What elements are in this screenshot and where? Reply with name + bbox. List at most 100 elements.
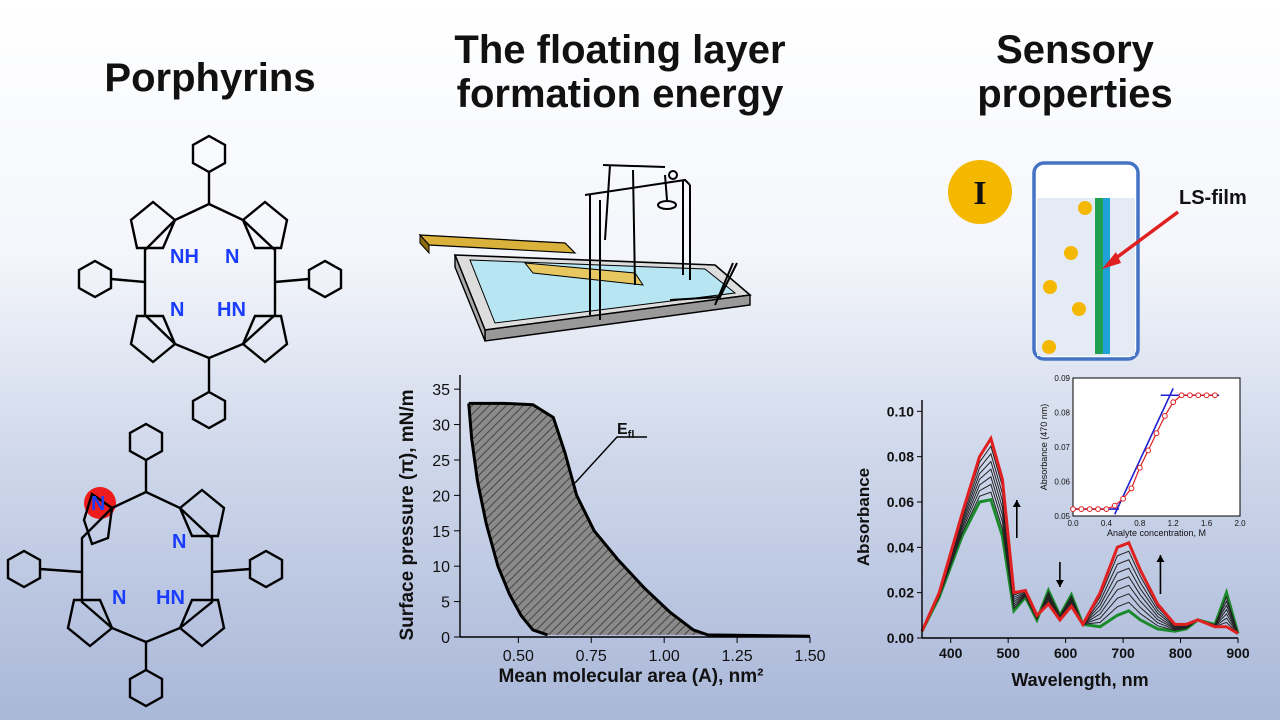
phenyl-ring-left xyxy=(77,259,113,299)
inset-data-point xyxy=(1195,392,1202,399)
isotherm-y-tick-label: 0 xyxy=(441,630,450,647)
isotherm-annotation-e: E xyxy=(617,421,628,438)
spectra-y-tick-label: 0.10 xyxy=(887,403,914,419)
inset-y-axis-label: Absorbance (470 nm) xyxy=(1039,404,1049,491)
inset-fit-slope xyxy=(1114,388,1174,515)
label-n-top-right: N xyxy=(225,246,239,268)
inset-data-point xyxy=(1095,506,1101,513)
spectrum-initial xyxy=(920,497,1240,634)
spectra-x-tick-label: 900 xyxy=(1226,645,1250,661)
inset-data-point xyxy=(1128,485,1135,492)
inset-x-tick-label: 0.8 xyxy=(1134,519,1146,528)
phenyl-ring-bottom xyxy=(191,390,227,430)
spectra-y-axis-label: Absorbance xyxy=(854,468,873,566)
inset-data-point xyxy=(1161,413,1168,419)
inset-data-point xyxy=(1187,392,1193,399)
inset-data-point xyxy=(1145,447,1152,454)
isotherm-y-axis-label: Surface pressure (π), mN/m xyxy=(397,389,418,640)
heading-porphyrins: Porphyrins xyxy=(60,56,360,100)
isotherm-y-tick-label: 10 xyxy=(432,559,450,576)
spectra-x-tick-label: 400 xyxy=(939,645,963,661)
inset-data-point xyxy=(1103,506,1110,513)
inset-data-point xyxy=(1078,506,1085,513)
inset-data-point xyxy=(1153,430,1160,437)
phenyl-ring-left xyxy=(6,549,42,589)
badge-label: I xyxy=(973,175,986,212)
analyte-particles xyxy=(1042,201,1092,354)
isotherm-x-tick-label: 0.50 xyxy=(503,648,534,665)
inset-data-point xyxy=(1111,502,1118,509)
heading-floating-line2: formation energy xyxy=(456,72,784,116)
ls-film-label: LS-film xyxy=(1179,187,1247,209)
isotherm-compression-curve xyxy=(468,401,811,638)
isotherm-x-axis-label: Mean molecular area (A), nm² xyxy=(498,666,763,687)
isotherm-y-tick-label: 30 xyxy=(432,418,450,435)
phenyl-ring-right xyxy=(248,549,284,589)
inset-y-tick-label: 0.08 xyxy=(1054,409,1070,418)
heading-floating-line1: The floating layer xyxy=(454,28,786,72)
arrow-increase-red-head xyxy=(1156,555,1165,562)
spectra-x-axis-label: Wavelength, nm xyxy=(1011,670,1148,690)
porphyrin-structure-n-confused: N N N HN xyxy=(6,422,284,708)
isotherm-y-tick-label: 20 xyxy=(432,488,450,505)
langmuir-trough-illustration xyxy=(418,164,752,342)
isotherm-x-tick-label: 0.75 xyxy=(576,648,607,665)
isotherm-y-tick-label: 25 xyxy=(432,453,450,470)
phenyl-ring-bottom xyxy=(128,668,164,708)
spectra-x-tick-label: 800 xyxy=(1169,645,1193,661)
spectrum-final xyxy=(920,434,1239,635)
inset-y-tick-label: 0.05 xyxy=(1054,512,1070,521)
inset-x-tick-label: 0.4 xyxy=(1101,519,1113,528)
inset-data-point xyxy=(1120,495,1127,502)
spectra-y-tick-label: 0.06 xyxy=(887,494,914,510)
isotherm-annotation-leader xyxy=(574,436,647,484)
isotherm-x-tick-label: 1.00 xyxy=(649,648,680,665)
label-hn: HN xyxy=(217,299,246,321)
isotherm-annotation-efl: Efl xyxy=(617,421,634,441)
heading-sensory-line1: Sensory xyxy=(996,28,1154,72)
inset-x-axis-label: Analyte concentration, M xyxy=(1107,528,1206,538)
arrow-increase-soret-head xyxy=(1012,500,1021,507)
label-hn: HN xyxy=(156,587,185,609)
spectra-y-tick-label: 0.00 xyxy=(887,630,914,646)
isotherm-annotation-sub: fl xyxy=(628,429,635,441)
spectra-chart: 0.00 0.02 0.04 0.06 0.08 0.10 400 500 600 700 800 9… xyxy=(854,374,1250,690)
spectra-y-tick-label: 0.08 xyxy=(887,449,914,465)
isotherm-y-tick-label: 35 xyxy=(432,382,450,399)
heading-sensory-line2: properties xyxy=(977,72,1173,116)
label-n-bottom-left: N xyxy=(170,299,184,321)
inset-data-point xyxy=(1178,392,1185,399)
isotherm-y-tick-label: 15 xyxy=(432,524,450,541)
isotherm-y-tick-label: 5 xyxy=(441,595,450,612)
inset-frame xyxy=(1072,377,1241,517)
heading-floating-layer: The floating layer formation energy xyxy=(400,28,840,116)
spectra-x-tick-label: 500 xyxy=(997,645,1021,661)
isotherm-chart: 0 5 10 15 20 25 30 35 0.50 0.75 1.00 1.25 1.50 Surfa… xyxy=(397,375,826,687)
label-n-top-right: N xyxy=(172,531,186,553)
spectra-y-tick-label: 0.04 xyxy=(887,539,914,555)
ls-film-pointer-arrow xyxy=(1106,210,1180,266)
ls-film-green xyxy=(1095,198,1103,354)
label-n-confused: N xyxy=(91,493,105,515)
isotherm-x-tick-label: 1.25 xyxy=(722,648,753,665)
inset-data-point xyxy=(1170,399,1177,406)
sensor-cell-diagram: I LS-film xyxy=(948,160,1247,361)
spectra-x-tick-label: 600 xyxy=(1054,645,1078,661)
inset-y-tick-label: 0.06 xyxy=(1054,478,1070,487)
label-n-bottom-left: N xyxy=(112,587,126,609)
phenyl-ring-top xyxy=(191,134,227,174)
inset-data-point xyxy=(1203,392,1210,399)
heading-sensory-properties: Sensory properties xyxy=(930,28,1220,116)
phenyl-ring-right xyxy=(307,259,343,299)
inset-x-tick-label: 1.6 xyxy=(1201,519,1213,528)
inset-y-tick-label: 0.07 xyxy=(1054,443,1070,452)
heading-porphyrins-text: Porphyrins xyxy=(104,56,316,100)
inset-y-tick-label: 0.09 xyxy=(1054,374,1070,383)
spectra-y-tick-label: 0.02 xyxy=(887,585,914,601)
inset-data-point xyxy=(1070,506,1076,513)
ls-film-blue xyxy=(1103,198,1110,354)
inset-data-point xyxy=(1136,464,1143,471)
isotherm-x-tick-label: 1.50 xyxy=(794,648,825,665)
spectra-x-tick-label: 700 xyxy=(1111,645,1135,661)
inset-x-tick-label: 1.2 xyxy=(1168,519,1180,528)
